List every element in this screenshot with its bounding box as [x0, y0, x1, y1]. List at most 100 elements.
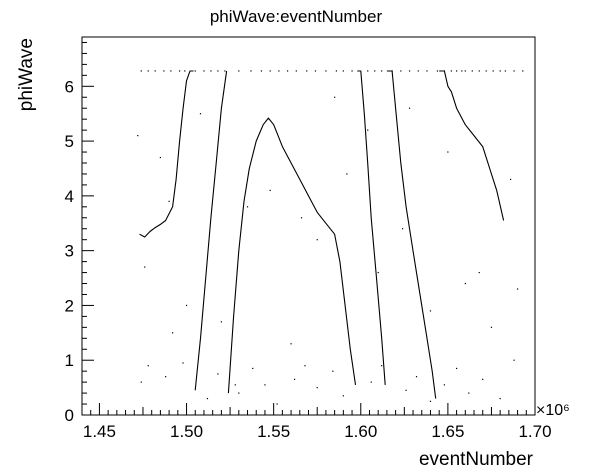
data-point — [436, 70, 439, 72]
data-point — [170, 70, 172, 72]
data-point — [401, 228, 404, 230]
data-point — [346, 173, 348, 175]
data-point — [269, 70, 271, 72]
data-point — [443, 384, 445, 386]
data-point — [316, 239, 318, 241]
data-point — [295, 70, 297, 72]
data-point — [147, 70, 149, 72]
data-point — [426, 70, 428, 72]
data-point — [163, 70, 165, 72]
y-tick-label: 3 — [65, 242, 74, 261]
data-point — [455, 70, 458, 72]
data-point — [370, 381, 372, 383]
data-point — [377, 271, 379, 274]
data-point — [400, 70, 402, 72]
data-point — [154, 70, 156, 72]
data-point — [455, 367, 458, 370]
data-point — [381, 70, 383, 72]
data-point — [182, 362, 184, 364]
data-point — [325, 70, 327, 72]
plot-frame — [81, 36, 536, 416]
x-tick-label: 1.45 — [83, 422, 116, 441]
data-point — [203, 70, 205, 72]
data-point — [165, 376, 167, 378]
x-tick-label: 1.55 — [257, 422, 290, 441]
data-point — [159, 156, 162, 159]
data-point — [300, 217, 303, 219]
data-point — [178, 70, 181, 72]
x-tick-label: 1.65 — [431, 422, 464, 441]
data-point — [471, 70, 473, 72]
y-tick-label: 0 — [65, 406, 74, 425]
data-point — [224, 70, 226, 72]
data-point — [199, 113, 202, 115]
data-point — [264, 384, 266, 386]
data-point — [286, 70, 289, 72]
data-point — [220, 321, 222, 323]
data-point — [278, 70, 280, 72]
x-tick-label: 1.70 — [518, 422, 551, 441]
data-point — [184, 70, 186, 72]
x-axis-label: eventNumber — [419, 449, 534, 470]
y-tick-label: 2 — [65, 296, 74, 315]
data-point — [269, 189, 271, 191]
data-point — [443, 70, 445, 72]
data-point — [492, 70, 494, 72]
data-point — [238, 70, 240, 72]
data-point — [513, 359, 515, 361]
data-point — [172, 332, 174, 334]
data-point — [137, 135, 139, 137]
data-point — [464, 282, 466, 285]
data-point — [447, 151, 449, 153]
data-point — [206, 397, 209, 400]
data-point — [415, 376, 418, 378]
data-point — [293, 378, 296, 380]
data-curve-1 — [139, 70, 194, 238]
data-point — [499, 397, 501, 400]
data-curve-6 — [439, 70, 505, 221]
data-point — [140, 381, 142, 383]
data-point — [306, 70, 308, 72]
data-point — [238, 392, 240, 394]
data-point — [144, 266, 146, 268]
data-point — [246, 206, 249, 208]
y-tick-label: 5 — [65, 132, 74, 151]
data-point — [429, 310, 432, 312]
data-point — [374, 70, 376, 72]
data-point — [168, 200, 170, 202]
data-point — [510, 178, 512, 181]
data-point — [290, 343, 292, 345]
data-curve-5 — [386, 70, 437, 399]
data-point — [490, 326, 493, 328]
data-point — [468, 392, 470, 394]
data-point — [408, 107, 411, 109]
data-point — [210, 70, 212, 72]
data-point — [478, 271, 480, 274]
data-point — [504, 70, 506, 72]
data-point — [342, 70, 344, 72]
x-axis-scale-label: ×10⁶ — [536, 402, 570, 419]
data-point — [194, 70, 196, 72]
data-point — [335, 70, 337, 72]
data-point — [147, 365, 149, 367]
data-point — [250, 70, 252, 72]
data-curve-4 — [357, 70, 386, 385]
x-tick-label: 1.50 — [170, 422, 203, 441]
data-point — [391, 70, 393, 72]
data-point — [450, 70, 452, 72]
data-point — [405, 389, 407, 391]
data-point — [334, 96, 336, 98]
data-point — [417, 70, 419, 72]
data-point — [304, 365, 306, 367]
data-point — [499, 70, 501, 72]
data-point — [367, 70, 369, 72]
data-curve-2 — [194, 70, 228, 391]
y-axis-label: phiWave — [16, 38, 37, 111]
data-point — [314, 70, 317, 72]
data-point — [342, 395, 344, 397]
x-tick-label: 1.60 — [344, 422, 377, 441]
data-point — [234, 384, 236, 386]
data-point — [522, 70, 524, 72]
data-point — [381, 365, 383, 367]
y-tick-label: 4 — [65, 187, 74, 206]
